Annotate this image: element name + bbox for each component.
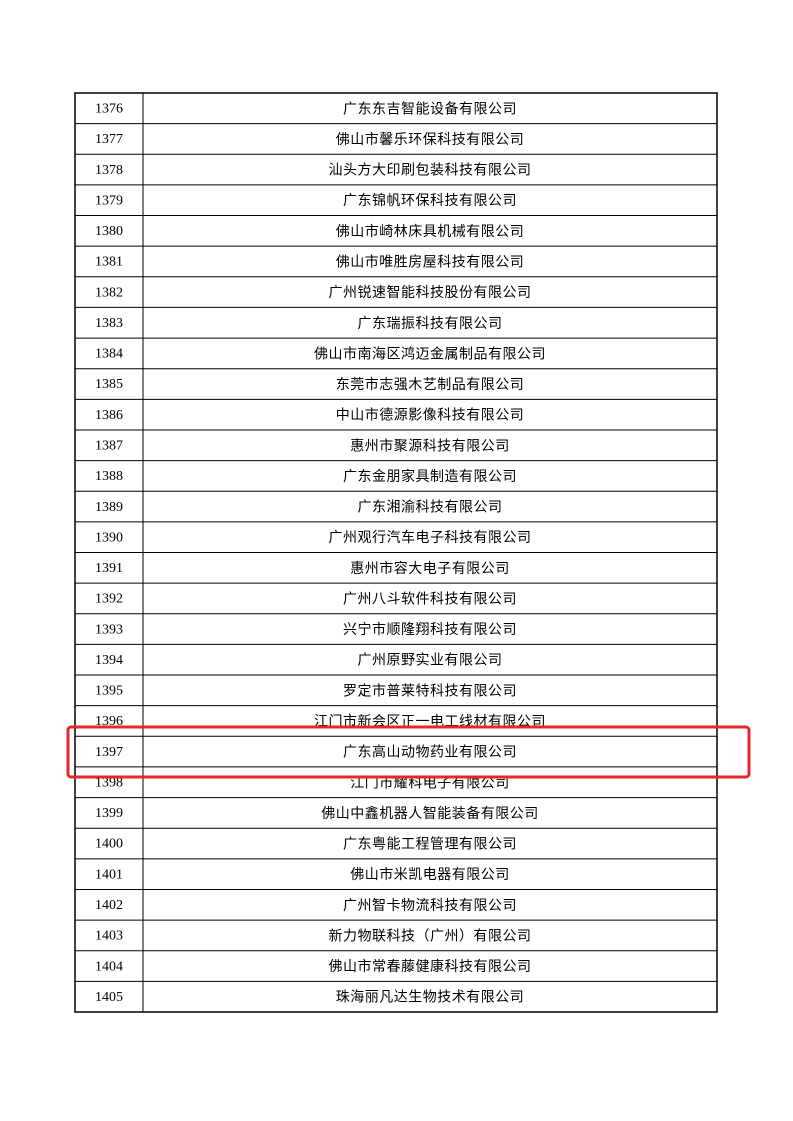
company-name: 惠州市聚源科技有限公司	[350, 437, 510, 454]
company-name: 广东粤能工程管理有限公司	[343, 837, 517, 853]
company-name: 中山市德源影像科技有限公司	[336, 407, 525, 424]
company-name: 惠州市容大电子有限公司	[350, 560, 510, 577]
company-name: 东莞市志强木艺制品有限公司	[336, 376, 525, 393]
row-number: 1377	[95, 132, 123, 147]
row-number: 1401	[95, 867, 123, 882]
company-name: 兴宁市顺隆翔科技有限公司	[343, 621, 517, 638]
company-name: 珠海丽凡达生物技术有限公司	[336, 990, 525, 1006]
company-name: 广州锐速智能科技股份有限公司	[329, 285, 532, 301]
row-number: 1402	[95, 898, 123, 913]
row-number: 1389	[95, 500, 123, 515]
row-number: 1379	[95, 193, 123, 208]
company-name: 广东高山动物药业有限公司	[343, 744, 517, 761]
company-name: 新力物联科技（广州）有限公司	[329, 928, 532, 944]
row-number: 1405	[95, 990, 123, 1005]
company-name: 广东金朋家具制造有限公司	[343, 468, 517, 485]
row-number: 1392	[95, 592, 123, 607]
row-number: 1388	[95, 469, 123, 484]
company-name: 广东湘渝科技有限公司	[358, 500, 503, 516]
row-number: 1387	[95, 439, 123, 454]
row-number: 1376	[95, 102, 123, 117]
company-name: 佛山市馨乐环保科技有限公司	[336, 131, 525, 148]
row-number: 1383	[95, 316, 123, 331]
company-name: 广东瑞振科技有限公司	[358, 316, 503, 332]
company-name: 佛山中鑫机器人智能装备有限公司	[321, 805, 539, 822]
company-name: 广东锦帆环保科技有限公司	[343, 192, 517, 209]
row-number: 1386	[95, 408, 123, 423]
row-number: 1378	[95, 163, 123, 178]
company-name: 广州智卡物流科技有限公司	[343, 898, 517, 914]
company-name: 佛山市常春藤健康科技有限公司	[329, 958, 532, 975]
row-number: 1391	[95, 561, 123, 576]
company-name: 汕头方大印刷包装科技有限公司	[329, 163, 532, 179]
row-number: 1399	[95, 806, 123, 821]
row-number: 1380	[95, 224, 123, 239]
row-number: 1381	[95, 255, 123, 270]
row-number: 1403	[95, 929, 123, 944]
company-name: 广州原野实业有限公司	[358, 653, 503, 669]
highlight-box	[66, 725, 751, 779]
row-number: 1394	[95, 653, 123, 668]
row-number: 1404	[95, 959, 123, 974]
row-number: 1385	[95, 377, 123, 392]
company-name: 佛山市南海区鸿迈金属制品有限公司	[314, 345, 546, 362]
row-number: 1390	[95, 530, 123, 545]
row-number: 1393	[95, 622, 123, 637]
table: 1376 广东东吉智能设备有限公司 1377 佛山市馨乐环保科技有限公司 1378 汕头方…	[74, 92, 718, 1013]
row-number: 1396	[95, 714, 123, 729]
row-number: 1384	[95, 347, 123, 362]
row-number: 1395	[95, 684, 123, 699]
row-number: 1400	[95, 837, 123, 852]
company-name: 广东东吉智能设备有限公司	[343, 100, 517, 117]
company-name: 佛山市唯胜房屋科技有限公司	[336, 253, 525, 270]
company-name: 佛山市崎林床具机械有限公司	[336, 223, 525, 240]
company-name: 罗定市普莱特科技有限公司	[343, 682, 517, 699]
company-name: 广州观行汽车电子科技有限公司	[329, 529, 532, 546]
company-name: 佛山市米凯电器有限公司	[350, 866, 510, 883]
company-name: 广州八斗软件科技有限公司	[343, 591, 517, 607]
row-number: 1382	[95, 285, 123, 300]
row-number: 1397	[95, 745, 123, 760]
row-number: 1398	[95, 775, 123, 790]
